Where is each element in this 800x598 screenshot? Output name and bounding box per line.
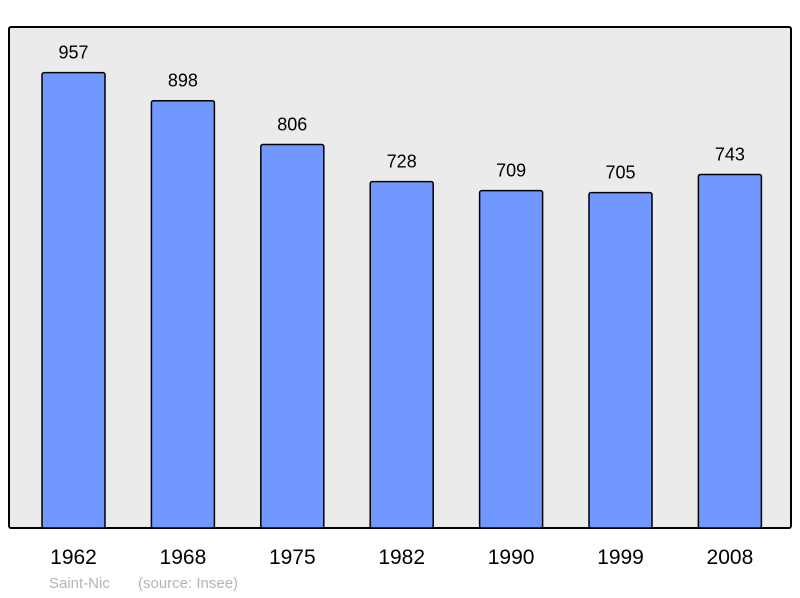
data-label: 806 xyxy=(277,115,307,135)
data-label: 709 xyxy=(496,161,526,181)
x-tick-label: 1982 xyxy=(378,546,425,569)
data-label: 743 xyxy=(715,144,745,164)
x-tick-label: 1962 xyxy=(50,546,97,569)
bar-2008 xyxy=(697,173,763,529)
bar-1982 xyxy=(369,180,434,529)
bar-1975 xyxy=(260,143,325,529)
data-label: 728 xyxy=(387,152,417,172)
bar-1968 xyxy=(150,99,216,529)
bar-1999 xyxy=(588,191,653,529)
x-tick-label: 1990 xyxy=(488,546,535,569)
data-label: 898 xyxy=(168,71,198,91)
data-label: 957 xyxy=(58,43,88,63)
footer-source: (source: Insee) xyxy=(138,575,239,592)
data-label: 705 xyxy=(605,163,635,183)
x-tick-label: 1968 xyxy=(160,546,207,569)
bar-1962 xyxy=(41,71,106,529)
x-tick-label: 2008 xyxy=(707,546,754,569)
x-tick-label: 1975 xyxy=(269,546,316,569)
x-tick-label: 1999 xyxy=(597,546,644,569)
footer-place: Saint-Nic xyxy=(49,575,110,592)
bar-1990 xyxy=(478,189,544,529)
